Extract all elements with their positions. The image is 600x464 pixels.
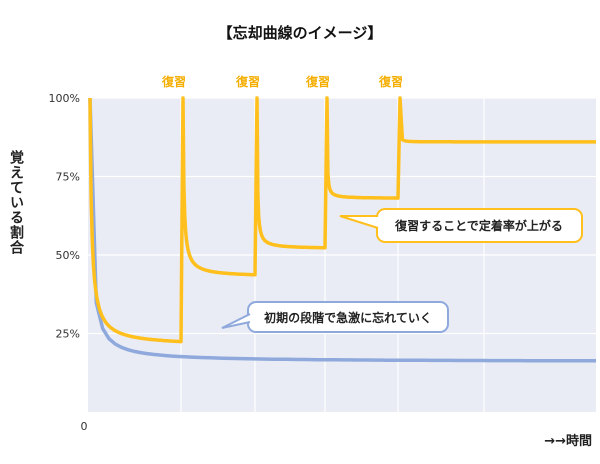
origin-label: 0 [81, 420, 88, 433]
annotation-review-effect: 復習することで定着率が上がる [339, 208, 583, 243]
review-labels: 復習 復習 復習 復習 [161, 74, 403, 89]
y-tick-labels: 100% 75% 50% 25% [49, 92, 80, 341]
annotation-pointer-outline [339, 215, 379, 229]
series-line-baseline [88, 97, 596, 363]
x-axis-label: →→時間 [544, 434, 592, 449]
annotation-pointer-outline [221, 313, 251, 329]
annotation-text: 初期の段階で急激に忘れていく [264, 310, 432, 325]
series-lines [88, 96, 596, 363]
y-axis-label: 覚えている割合 [8, 150, 24, 255]
annotation-initial-decline: 初期の段階で急激に忘れていく [221, 301, 449, 333]
chart-title: 【忘却曲線のイメージ】 [217, 24, 383, 42]
y-tick-label: 100% [49, 92, 80, 105]
series-line-with-review [88, 96, 596, 344]
y-tick-label: 25% [56, 328, 80, 341]
y-tick-label: 50% [56, 249, 80, 262]
review-label: 復習 [161, 74, 186, 89]
review-label: 復習 [305, 74, 330, 89]
annotation-text: 復習することで定着率が上がる [394, 218, 563, 233]
review-label: 復習 [235, 74, 260, 89]
y-tick-label: 75% [56, 171, 80, 184]
review-label: 復習 [378, 74, 403, 89]
